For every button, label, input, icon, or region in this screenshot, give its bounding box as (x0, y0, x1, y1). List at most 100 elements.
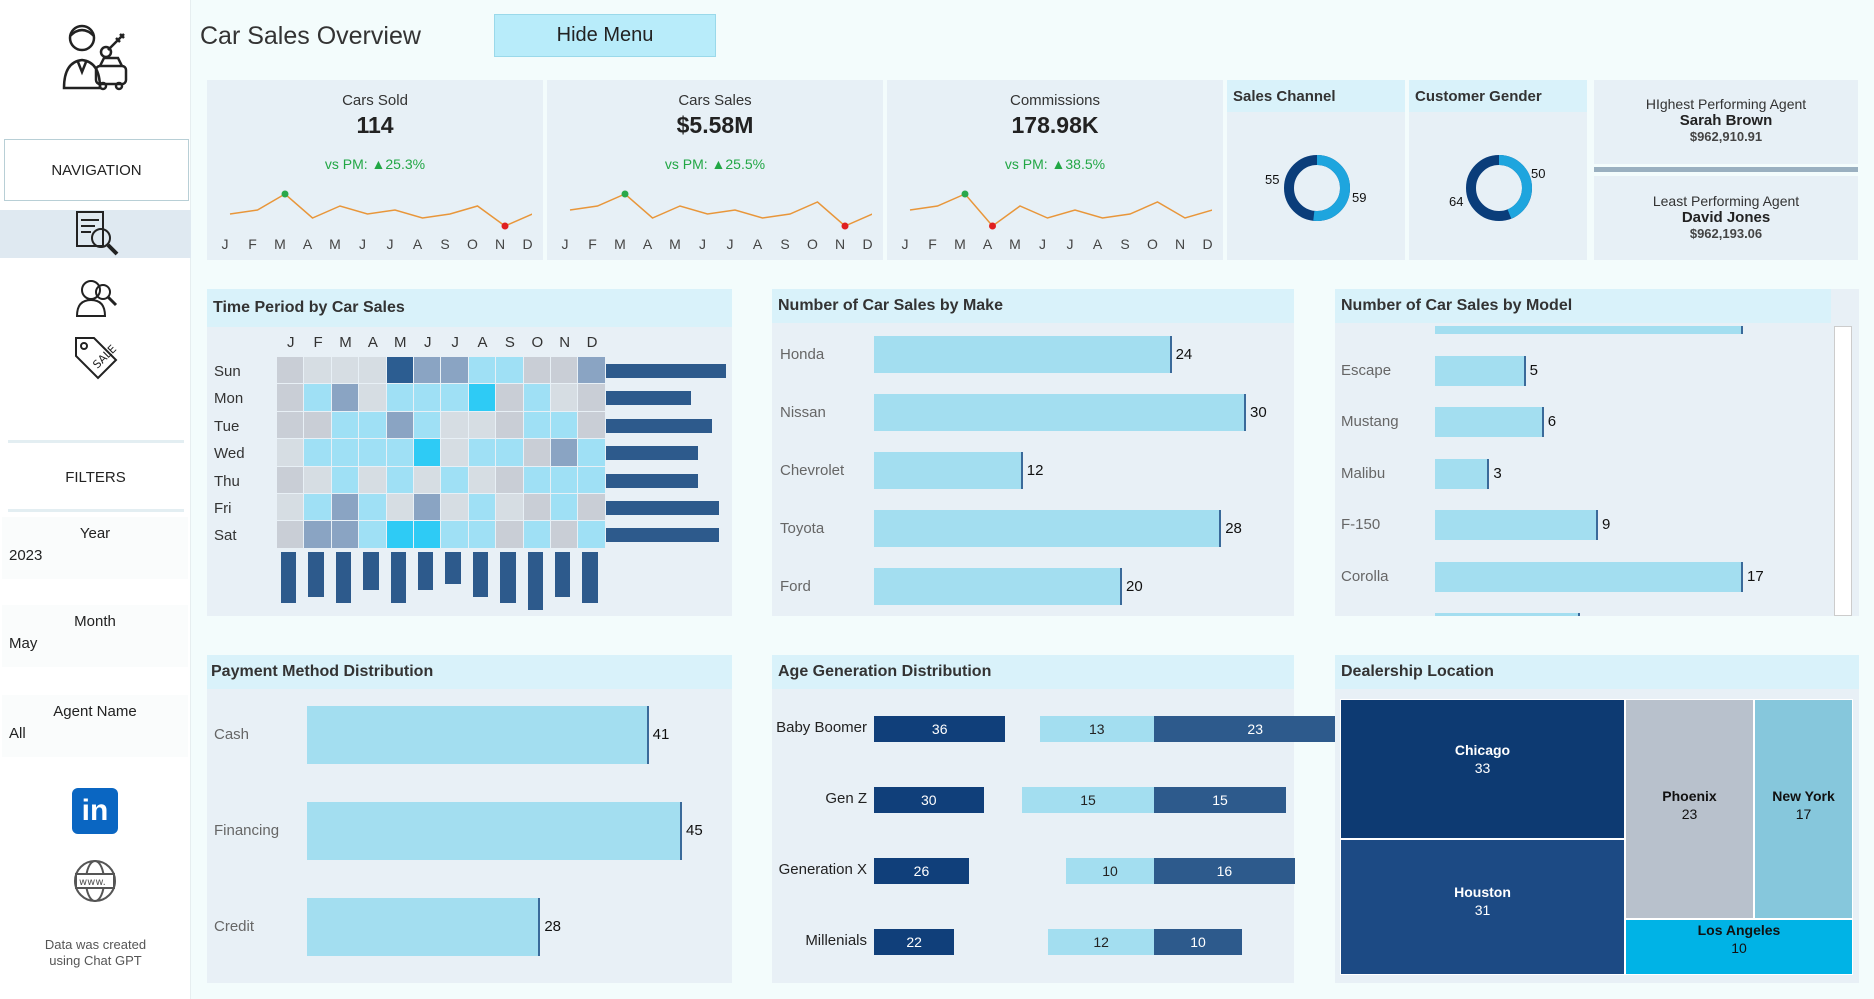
heatmap-cell (441, 357, 468, 384)
sparkline-series (909, 193, 1212, 228)
heatmap-cell (386, 357, 413, 384)
footnote-line-1: Data was created (44, 937, 147, 952)
highest-agent-card: HIghest Performing Agent Sarah Brown $96… (1594, 80, 1858, 164)
heatmap-cell (578, 494, 605, 521)
bar-value-label: 5 (1529, 361, 1538, 379)
bar (874, 336, 1172, 373)
month-tick-label: A (982, 236, 993, 252)
bar-value-label: 20 (1126, 577, 1143, 595)
heatmap-cell (441, 439, 468, 466)
heatmap-cell (331, 439, 359, 466)
filters-label: FILTERS (65, 469, 126, 486)
customer-gender-title: Customer Gender (1409, 80, 1587, 112)
age-label: Gen Z (825, 790, 867, 807)
by-model-title: Number of Car Sales by Model (1335, 289, 1831, 323)
agent-name-filter-value[interactable]: All (9, 725, 26, 742)
month-tick-label: A (642, 236, 653, 252)
document-search-icon (71, 208, 121, 261)
age-dark-bar: 16 (1154, 858, 1295, 884)
customer-gender-donut (1466, 155, 1532, 221)
treemap-cell: Chicago 33 (1340, 699, 1625, 839)
heatmap-cell (468, 494, 496, 521)
treemap-cell-name: Houston (1454, 884, 1511, 900)
page-title: Car Sales Overview (200, 22, 421, 50)
bar-value-label: 9 (1602, 516, 1611, 533)
heatmap-cell (523, 411, 550, 439)
bar (307, 802, 682, 860)
customer-gender-card: Customer Gender 64 50 (1409, 80, 1587, 260)
agent-name-filter-label: Agent Name (53, 703, 137, 720)
donut-label-right: 59 (1352, 190, 1367, 205)
agents-nav-button[interactable] (0, 276, 191, 324)
sparkline-low-point (989, 222, 996, 230)
month-filter-value[interactable]: May (9, 635, 38, 652)
heatmap-cell (551, 521, 578, 548)
hide-menu-button[interactable]: Hide Menu (494, 14, 716, 57)
heatmap-cell (304, 439, 331, 466)
website-globe-icon[interactable]: www. (72, 858, 118, 909)
bar (1435, 326, 1743, 334)
month-tick-label: J (699, 236, 706, 252)
bar-category-label: Credit (214, 918, 255, 935)
heatmap-col-total-bar (445, 551, 461, 585)
month-filter[interactable]: Month May (2, 605, 188, 667)
sales-channel-title: Sales Channel (1227, 80, 1405, 112)
age-light-bar: 15 (1022, 787, 1154, 813)
heatmap-cell (468, 384, 496, 411)
heatmap-cell (386, 384, 413, 411)
sales-nav-button[interactable]: SALE (0, 336, 191, 384)
age-dark-bar: 23 (1154, 716, 1357, 742)
month-tick-label: A (1092, 236, 1103, 252)
sidebar: NAVIGATION SALE FILTERS Year 2023 (0, 0, 191, 999)
kpi-value: 114 (356, 112, 394, 138)
heatmap-cell (304, 357, 331, 384)
heatmap-cell (551, 439, 578, 466)
heatmap-row-total-bar (606, 528, 719, 543)
heatmap-col-total-bar (308, 551, 324, 597)
bar-category-label: Financing (214, 822, 280, 839)
month-tick-label: A (302, 236, 313, 252)
lowest-agent-name: David Jones (1681, 209, 1771, 226)
bar (874, 452, 1023, 489)
heatmap-cell (414, 439, 441, 466)
heatmap-cell (386, 521, 413, 548)
agent-name-filter[interactable]: Agent Name All (2, 695, 188, 757)
month-tick-label: D (522, 236, 533, 252)
scrollbar[interactable] (1834, 326, 1852, 616)
age-total-bar: 22 (874, 929, 955, 955)
month-tick-label: J (726, 236, 734, 252)
bar-category-label: Ford (780, 577, 811, 595)
month-tick-label: S (1120, 236, 1130, 252)
age-dark-bar: 15 (1154, 787, 1286, 813)
sparkline-chart (909, 190, 1212, 230)
heatmap-month-label: A (477, 334, 488, 351)
heatmap-month-label: F (313, 334, 323, 351)
heatmap-cell (523, 384, 550, 411)
age-panel (772, 655, 1294, 983)
heatmap-cell (277, 411, 304, 439)
heatmap-cell (441, 466, 468, 493)
month-tick-label: N (834, 236, 846, 252)
heatmap-cell (414, 521, 441, 548)
year-filter-value[interactable]: 2023 (9, 547, 43, 564)
lowest-agent-value: $962,193.06 (1689, 226, 1763, 241)
bar-value-label: 41 (652, 726, 670, 743)
bar (1435, 561, 1743, 592)
svg-text:SALE: SALE (90, 342, 119, 371)
bar (1435, 355, 1526, 386)
heatmap-cell (551, 384, 578, 411)
year-filter[interactable]: Year 2023 (2, 517, 188, 579)
linkedin-icon[interactable]: in (72, 788, 118, 834)
sparkline-chart (569, 190, 872, 230)
overview-nav-button[interactable] (0, 210, 191, 258)
by-model-chart: Altima 17 Escape 5 Mustang 6 Malibu 3 F-150 9 Coro… (1335, 326, 1831, 616)
sparkline-high-point (281, 190, 289, 198)
heatmap-col-total-bar (555, 551, 571, 597)
heatmap-cell (523, 521, 550, 548)
bar-value-label: 17 (1747, 326, 1764, 327)
heatmap-cell (277, 521, 304, 548)
heatmap-col-total-bar (582, 551, 598, 604)
month-tick-label: J (901, 236, 909, 252)
